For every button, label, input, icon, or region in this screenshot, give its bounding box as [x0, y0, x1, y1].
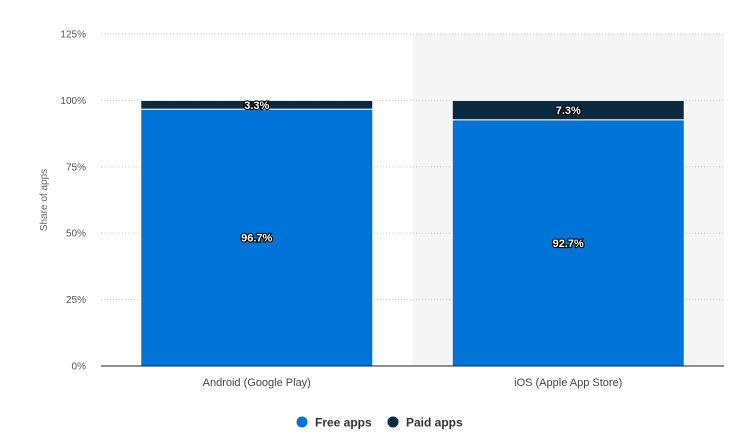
- x-category-label: iOS (Apple App Store): [514, 377, 622, 389]
- bars[interactable]: [140, 99, 685, 367]
- legend-marker: [387, 416, 399, 428]
- legend-label: Free apps: [315, 416, 372, 430]
- legend[interactable]: Free apps Paid apps: [296, 416, 464, 430]
- y-tick-label: 50%: [66, 229, 86, 240]
- y-tick-label: 25%: [66, 295, 86, 306]
- y-tick-label: 125%: [60, 30, 86, 41]
- bar-paid-apps[interactable]: [140, 99, 374, 110]
- y-axis-ticks: 0% 25% 50% 75% 100% 125%: [60, 30, 86, 373]
- bar-free-apps[interactable]: [451, 119, 685, 367]
- data-label: 92.7%: [553, 238, 584, 250]
- data-label: 7.3%: [556, 105, 581, 117]
- data-label: 3.3%: [244, 100, 269, 112]
- legend-label: Paid apps: [406, 416, 463, 430]
- bar-free-apps[interactable]: [140, 108, 374, 367]
- y-tick-label: 100%: [60, 96, 86, 107]
- legend-item-paid-apps[interactable]: Paid apps: [387, 416, 464, 430]
- bar-paid-apps[interactable]: [451, 99, 685, 121]
- legend-item-free-apps[interactable]: Free apps: [296, 416, 373, 430]
- y-tick-label: 0%: [72, 362, 87, 373]
- data-label: 96.7%: [241, 233, 272, 245]
- y-tick-label: 75%: [66, 162, 86, 173]
- data-labels: 96.7% 3.3% 92.7% 7.3%: [240, 99, 585, 251]
- legend-marker: [296, 416, 308, 428]
- x-axis-categories: Android (Google Play) iOS (Apple App Stor…: [203, 377, 623, 389]
- y-axis-title: Share of apps: [39, 169, 50, 231]
- x-category-label: Android (Google Play): [203, 377, 311, 389]
